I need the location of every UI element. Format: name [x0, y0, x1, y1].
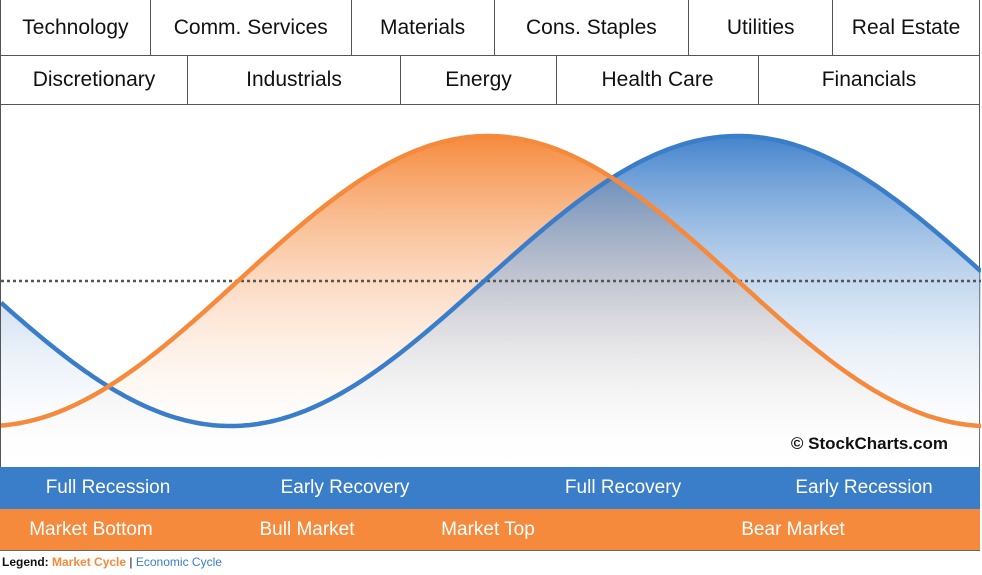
sector-health-care: Health Care	[556, 55, 759, 105]
cycle-chart-area	[0, 104, 981, 467]
sector-row-bottom: Discretionary Industrials Energy Health …	[0, 55, 980, 105]
legend-label: Legend:	[2, 555, 49, 569]
sector-cons-staples: Cons. Staples	[493, 0, 690, 56]
market-phase-bear: Bear Market	[741, 518, 845, 540]
market-cycle-band: Market Bottom Bull Market Market Top Bea…	[0, 509, 980, 551]
sector-industrials: Industrials	[187, 55, 401, 105]
market-cycle-curve	[1, 133, 981, 429]
market-phase-bottom: Market Bottom	[29, 518, 153, 540]
market-phase-top: Market Top	[441, 518, 535, 540]
economic-cycle-fill	[1, 136, 981, 467]
sector-comm-services: Comm. Services	[149, 0, 352, 56]
copyright-notice: © StockCharts.com	[790, 434, 948, 453]
legend-separator: |	[129, 555, 133, 569]
econ-phase-full-recession: Full Recession	[45, 477, 171, 498]
legend-economic-cycle: Economic Cycle	[135, 555, 222, 569]
economic-cycle-curve	[1, 133, 981, 429]
cycle-curves	[1, 133, 981, 467]
sector-utilities: Utilities	[688, 0, 834, 56]
sector-energy: Energy	[400, 55, 557, 105]
sector-row-top: Technology Comm. Services Materials Cons…	[0, 0, 980, 56]
legend: Legend: Market Cycle | Economic Cycle	[2, 555, 222, 569]
econ-phase-early-recovery: Early Recovery	[280, 477, 410, 498]
sector-discretionary: Discretionary	[0, 55, 188, 105]
market-phase-bull: Bull Market	[259, 518, 355, 540]
sector-real-estate: Real Estate	[832, 0, 980, 56]
legend-market-cycle: Market Cycle	[52, 555, 127, 569]
sector-materials: Materials	[350, 0, 495, 56]
sector-technology: Technology	[0, 0, 151, 56]
economic-cycle-band: Full Recession Early Recovery Full Recov…	[0, 467, 980, 509]
econ-phase-early-recession: Early Recession	[795, 477, 933, 498]
econ-phase-full-recovery: Full Recovery	[564, 477, 682, 498]
sector-financials: Financials	[758, 55, 980, 105]
